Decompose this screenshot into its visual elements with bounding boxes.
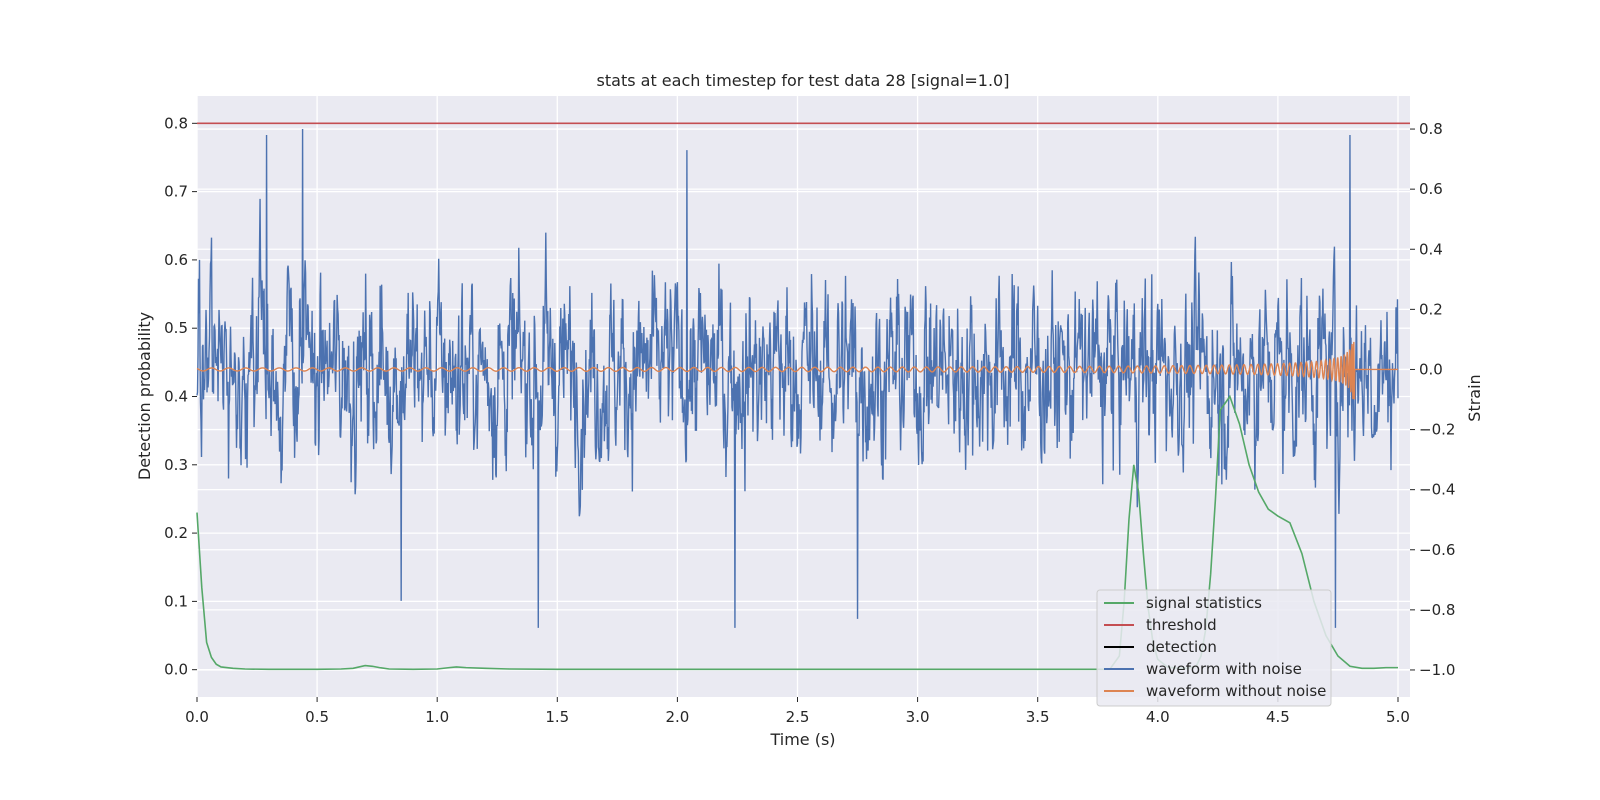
legend-label-detection: detection — [1146, 638, 1217, 656]
x-tick-label: 1.5 — [545, 708, 569, 726]
y-right-tick-label: 0.2 — [1419, 300, 1443, 318]
x-tick-label: 0.0 — [185, 708, 209, 726]
y-left-tick-label: 0.3 — [164, 456, 188, 474]
y-right-tick-label: 0.6 — [1419, 180, 1443, 198]
x-tick-label: 1.0 — [425, 708, 449, 726]
x-tick-label: 5.0 — [1386, 708, 1410, 726]
y-left-tick-label: 0.0 — [164, 661, 188, 679]
x-axis-label: Time (s) — [769, 730, 835, 749]
y-right-tick-label: −0.2 — [1419, 421, 1455, 439]
y-left-tick-label: 0.8 — [164, 114, 188, 132]
y-left-tick-label: 0.2 — [164, 524, 188, 542]
y-right-tick-label: −0.6 — [1419, 541, 1455, 559]
legend-label-signal-statistics: signal statistics — [1146, 594, 1262, 612]
y-axis-left-label: Detection probability — [135, 312, 154, 480]
y-left-tick-label: 0.5 — [164, 319, 188, 337]
y-left-tick-label: 0.4 — [164, 388, 188, 406]
x-tick-label: 3.5 — [1026, 708, 1050, 726]
x-tick-label: 4.0 — [1146, 708, 1170, 726]
x-tick-label: 4.5 — [1266, 708, 1290, 726]
legend-label-waveform-with-noise: waveform with noise — [1146, 660, 1302, 678]
series-waveform-with-noise — [196, 129, 1399, 628]
y-axis-right-label: Strain — [1465, 374, 1484, 421]
y-right-tick-label: −0.8 — [1419, 601, 1455, 619]
legend: signal statistics threshold detection wa… — [1096, 589, 1332, 707]
y-right-tick-label: −1.0 — [1419, 661, 1455, 679]
y-right-tick-label: 0.4 — [1419, 240, 1443, 258]
plot-area — [196, 122, 1410, 671]
y-left-tick-label: 0.7 — [164, 183, 188, 201]
x-tick-label: 3.0 — [906, 708, 930, 726]
y-right-tick-label: 0.8 — [1419, 120, 1443, 138]
y-axis-right: −1.0 −0.8 −0.6 −0.4 −0.2 0.0 0.2 0.4 0.6 0.8 — [1410, 120, 1455, 679]
x-tick-label: 2.0 — [665, 708, 689, 726]
x-tick-label: 0.5 — [305, 708, 329, 726]
legend-label-threshold: threshold — [1146, 616, 1217, 634]
chart-title: stats at each timestep for test data 28 … — [597, 71, 1010, 90]
legend-label-waveform-without-noise: waveform without noise — [1146, 682, 1326, 700]
y-axis-left: 0.0 0.1 0.2 0.3 0.4 0.5 0.6 0.7 0.8 — [164, 114, 197, 679]
y-left-tick-label: 0.6 — [164, 251, 188, 269]
x-tick-label: 2.5 — [786, 708, 810, 726]
legend-box — [1096, 589, 1332, 707]
y-left-tick-label: 0.1 — [164, 592, 188, 610]
series-waveform-without-noise — [196, 341, 1398, 400]
series-signal-statistics — [196, 394, 1398, 671]
y-right-tick-label: 0.0 — [1419, 360, 1443, 378]
y-right-tick-label: −0.4 — [1419, 481, 1455, 499]
x-axis: 0.0 0.5 1.0 1.5 2.0 2.5 3.0 3.5 4.0 4.5 5.0 — [185, 697, 1410, 726]
